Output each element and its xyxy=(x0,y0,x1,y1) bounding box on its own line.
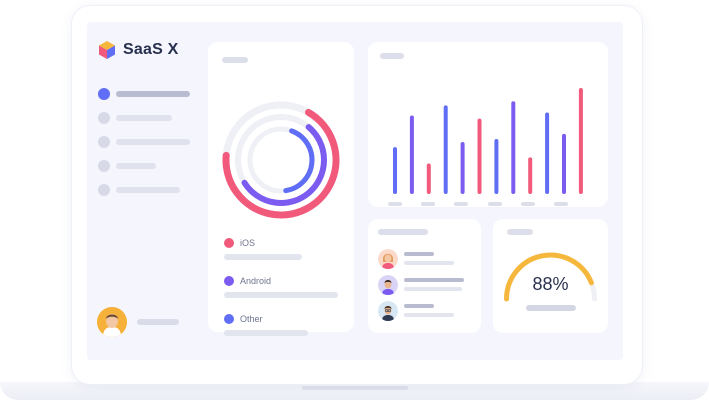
legend-value-placeholder xyxy=(224,292,338,298)
sidebar-item-placeholder xyxy=(116,187,180,193)
platforms-ring-chart xyxy=(222,101,340,219)
legend-value-placeholder xyxy=(224,254,302,260)
user-row-text xyxy=(404,249,454,265)
activity-card xyxy=(368,42,608,207)
nav-dot-icon xyxy=(98,88,110,100)
user-name-placeholder xyxy=(404,252,434,256)
legend-label-ios: iOS xyxy=(240,238,256,248)
nav-dot-icon xyxy=(98,184,110,196)
gauge-fill xyxy=(504,252,594,302)
woman-avatar-icon xyxy=(378,249,398,269)
ring-arc-android xyxy=(241,124,327,206)
sidebar-nav xyxy=(98,86,198,206)
brand-name: SaaS X xyxy=(123,41,179,58)
activity-bar-chart xyxy=(393,88,583,194)
sidebar-item-4[interactable] xyxy=(98,158,198,182)
user-row-text xyxy=(404,301,454,317)
user-row-2[interactable] xyxy=(378,275,464,295)
man-avatar-icon xyxy=(378,275,398,295)
card-title-placeholder xyxy=(378,229,428,235)
ring-arc-other xyxy=(283,128,315,194)
current-user[interactable] xyxy=(97,307,179,337)
laptop-base xyxy=(0,382,709,400)
ring-arc-ios xyxy=(222,108,340,219)
legend-other[interactable]: Other xyxy=(224,314,263,324)
sidebar-item-placeholder xyxy=(116,115,172,121)
axis-tick xyxy=(388,202,402,206)
users-card xyxy=(368,219,481,333)
axis-tick xyxy=(554,202,568,206)
avatar-icon xyxy=(97,307,127,337)
dashboard-screen: SaaS X xyxy=(87,22,623,360)
gauge-card: 88% xyxy=(493,219,608,333)
legend-dot-icon xyxy=(224,238,234,248)
legend-android[interactable]: Android xyxy=(224,276,271,286)
laptop-notch xyxy=(302,386,408,390)
user-detail-placeholder xyxy=(404,287,462,291)
legend-dot-icon xyxy=(224,314,234,324)
user-detail-placeholder xyxy=(404,261,454,265)
sidebar-item-5[interactable] xyxy=(98,182,198,206)
nav-dot-icon xyxy=(98,112,110,124)
axis-tick xyxy=(521,202,535,206)
gauge-arc xyxy=(504,252,597,302)
user-name-placeholder xyxy=(404,304,434,308)
legend-label-other: Other xyxy=(240,314,263,324)
user-name-placeholder xyxy=(404,278,464,282)
gauge-label-placeholder xyxy=(526,305,576,311)
legend-ios[interactable]: iOS xyxy=(224,238,255,248)
axis-tick xyxy=(454,202,468,206)
sidebar-item-placeholder xyxy=(116,163,156,169)
card-title-placeholder xyxy=(380,53,404,59)
user-row-text xyxy=(404,275,464,291)
platforms-card: iOS Android Other xyxy=(208,42,354,336)
sidebar-item-1[interactable] xyxy=(98,86,198,110)
brand[interactable]: SaaS X xyxy=(97,40,178,60)
user-name-placeholder xyxy=(137,319,179,325)
gauge-value: 88% xyxy=(532,274,569,294)
legend-label-android: Android xyxy=(240,276,272,286)
sidebar-item-3[interactable] xyxy=(98,134,198,158)
nav-dot-icon xyxy=(98,136,110,148)
user-detail-placeholder xyxy=(404,313,454,317)
man-glasses-avatar-icon xyxy=(378,301,398,321)
sidebar-item-placeholder xyxy=(116,91,190,97)
axis-tick xyxy=(421,202,435,206)
card-title-placeholder xyxy=(222,57,248,63)
legend-dot-icon xyxy=(224,276,234,286)
legend-value-placeholder xyxy=(224,330,308,336)
cube-logo-icon xyxy=(99,41,115,59)
nav-dot-icon xyxy=(98,160,110,172)
user-row-3[interactable] xyxy=(378,301,454,321)
axis-tick xyxy=(488,202,502,206)
sidebar-item-placeholder xyxy=(116,139,190,145)
card-title-placeholder xyxy=(507,229,533,235)
sidebar-item-2[interactable] xyxy=(98,110,198,134)
user-row-1[interactable] xyxy=(378,249,454,269)
activity-axis xyxy=(368,42,608,207)
